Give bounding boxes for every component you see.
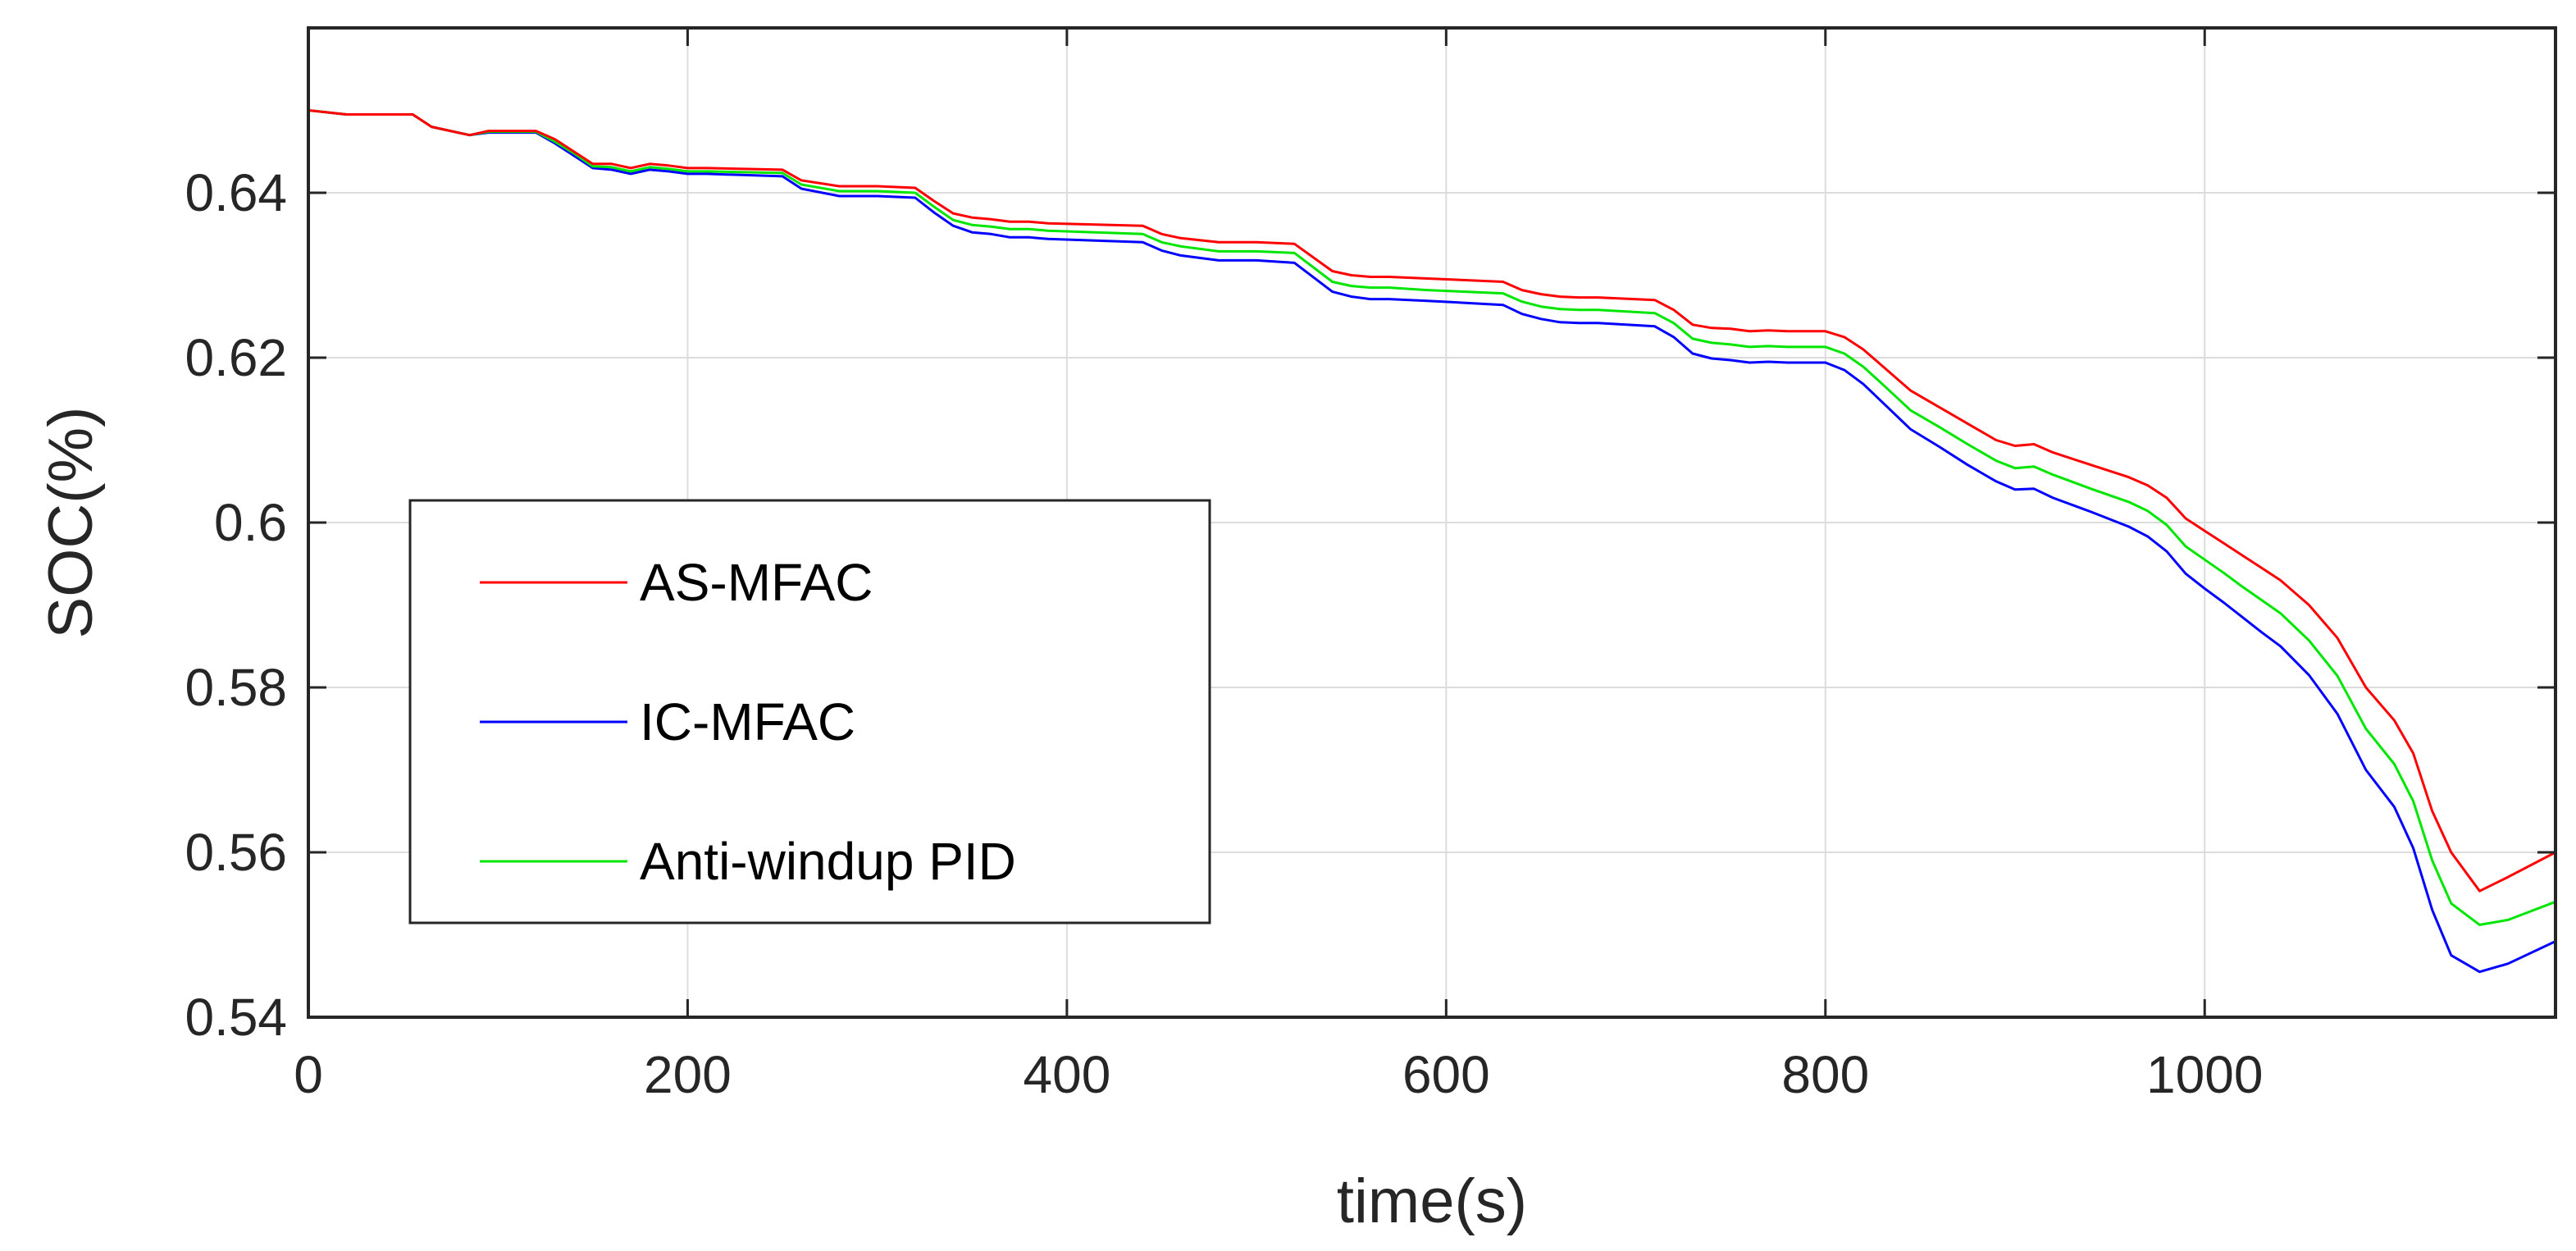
x-tick-label: 1000 xyxy=(2146,1045,2263,1104)
series-line-anti-windup-pid xyxy=(307,109,2557,926)
y-axis-label: SOC(%) xyxy=(36,407,106,639)
y-tick-label: 0.62 xyxy=(185,328,287,387)
x-tick-label: 0 xyxy=(294,1045,323,1104)
x-tick-label: 600 xyxy=(1402,1045,1490,1104)
legend-label-ic-mfac: IC-MFAC xyxy=(640,692,855,751)
x-tick-label: 200 xyxy=(644,1045,732,1104)
x-tick-label: 800 xyxy=(1781,1045,1869,1104)
data-series xyxy=(307,109,2557,974)
series-line-as-mfac xyxy=(307,109,2557,893)
y-tick-label: 0.6 xyxy=(214,493,287,552)
legend-label-anti-windup-pid: Anti-windup PID xyxy=(640,832,1016,891)
y-tick-label: 0.56 xyxy=(185,823,287,882)
x-tick-labels: 0 200 400 600 800 1000 xyxy=(294,1045,2263,1104)
legend-label-as-mfac: AS-MFAC xyxy=(640,553,873,612)
x-axis-label: time(s) xyxy=(1337,1167,1527,1236)
y-tick-labels: 0.54 0.56 0.58 0.6 0.62 0.64 xyxy=(185,163,287,1047)
x-tick-label: 400 xyxy=(1024,1045,1111,1104)
y-tick-label: 0.54 xyxy=(185,988,287,1047)
y-tick-label: 0.64 xyxy=(185,163,287,222)
series-line-ic-mfac xyxy=(307,109,2557,974)
y-tick-label: 0.58 xyxy=(185,658,287,717)
axis-ticks xyxy=(307,28,2555,1019)
legend-box xyxy=(408,499,1211,925)
legend: AS-MFAC IC-MFAC Anti-windup PID xyxy=(408,499,1211,925)
